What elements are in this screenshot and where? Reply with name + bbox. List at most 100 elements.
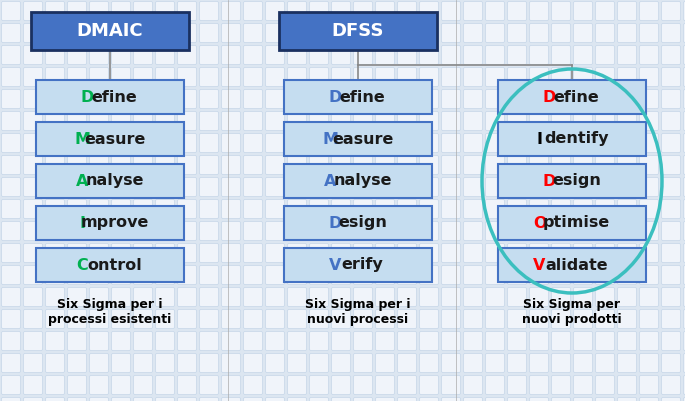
FancyBboxPatch shape [310,310,329,328]
FancyBboxPatch shape [551,156,571,174]
FancyBboxPatch shape [266,111,284,130]
FancyBboxPatch shape [486,310,504,328]
FancyBboxPatch shape [221,45,240,65]
FancyBboxPatch shape [23,354,42,373]
FancyBboxPatch shape [199,265,219,284]
FancyBboxPatch shape [332,354,351,373]
FancyBboxPatch shape [617,111,636,130]
FancyBboxPatch shape [662,288,680,306]
FancyBboxPatch shape [662,243,680,263]
FancyBboxPatch shape [662,332,680,350]
FancyBboxPatch shape [397,310,416,328]
FancyBboxPatch shape [1,156,21,174]
FancyBboxPatch shape [353,156,373,174]
FancyBboxPatch shape [288,156,306,174]
FancyBboxPatch shape [508,89,527,109]
FancyBboxPatch shape [288,111,306,130]
FancyBboxPatch shape [442,243,460,263]
FancyBboxPatch shape [464,89,482,109]
FancyBboxPatch shape [375,89,395,109]
FancyBboxPatch shape [155,221,175,241]
FancyBboxPatch shape [68,332,86,350]
FancyBboxPatch shape [243,156,262,174]
FancyBboxPatch shape [508,45,527,65]
FancyBboxPatch shape [617,67,636,87]
FancyBboxPatch shape [464,45,482,65]
FancyBboxPatch shape [284,164,432,198]
FancyBboxPatch shape [530,243,549,263]
FancyBboxPatch shape [353,134,373,152]
FancyBboxPatch shape [595,265,614,284]
FancyBboxPatch shape [442,265,460,284]
FancyBboxPatch shape [684,288,685,306]
FancyBboxPatch shape [266,397,284,401]
FancyBboxPatch shape [23,221,42,241]
FancyBboxPatch shape [662,2,680,20]
FancyBboxPatch shape [551,332,571,350]
FancyBboxPatch shape [353,111,373,130]
Text: D: D [328,89,342,105]
FancyBboxPatch shape [419,243,438,263]
FancyBboxPatch shape [243,45,262,65]
FancyBboxPatch shape [310,221,329,241]
FancyBboxPatch shape [288,2,306,20]
FancyBboxPatch shape [112,45,131,65]
FancyBboxPatch shape [23,288,42,306]
FancyBboxPatch shape [353,200,373,219]
FancyBboxPatch shape [332,243,351,263]
FancyBboxPatch shape [332,156,351,174]
FancyBboxPatch shape [397,221,416,241]
FancyBboxPatch shape [595,332,614,350]
FancyBboxPatch shape [442,156,460,174]
FancyBboxPatch shape [45,178,64,196]
FancyBboxPatch shape [177,332,197,350]
FancyBboxPatch shape [498,206,646,240]
FancyBboxPatch shape [45,310,64,328]
FancyBboxPatch shape [375,332,395,350]
FancyBboxPatch shape [442,310,460,328]
FancyBboxPatch shape [573,134,593,152]
FancyBboxPatch shape [573,397,593,401]
FancyBboxPatch shape [508,134,527,152]
FancyBboxPatch shape [23,89,42,109]
Text: D: D [80,89,94,105]
FancyBboxPatch shape [464,354,482,373]
FancyBboxPatch shape [23,24,42,43]
FancyBboxPatch shape [573,243,593,263]
FancyBboxPatch shape [464,178,482,196]
FancyBboxPatch shape [1,45,21,65]
FancyBboxPatch shape [68,397,86,401]
FancyBboxPatch shape [464,24,482,43]
FancyBboxPatch shape [177,243,197,263]
FancyBboxPatch shape [112,67,131,87]
FancyBboxPatch shape [551,288,571,306]
FancyBboxPatch shape [551,24,571,43]
FancyBboxPatch shape [243,200,262,219]
FancyBboxPatch shape [266,243,284,263]
FancyBboxPatch shape [530,111,549,130]
FancyBboxPatch shape [397,332,416,350]
FancyBboxPatch shape [530,354,549,373]
FancyBboxPatch shape [397,2,416,20]
FancyBboxPatch shape [199,200,219,219]
FancyBboxPatch shape [266,178,284,196]
FancyBboxPatch shape [486,332,504,350]
FancyBboxPatch shape [155,111,175,130]
FancyBboxPatch shape [68,45,86,65]
FancyBboxPatch shape [310,332,329,350]
FancyBboxPatch shape [112,2,131,20]
FancyBboxPatch shape [353,265,373,284]
FancyBboxPatch shape [486,134,504,152]
FancyBboxPatch shape [221,111,240,130]
FancyBboxPatch shape [684,67,685,87]
Text: D: D [328,215,342,231]
FancyBboxPatch shape [134,332,153,350]
FancyBboxPatch shape [288,243,306,263]
FancyBboxPatch shape [662,89,680,109]
FancyBboxPatch shape [90,243,108,263]
FancyBboxPatch shape [332,2,351,20]
FancyBboxPatch shape [177,178,197,196]
FancyBboxPatch shape [90,200,108,219]
FancyBboxPatch shape [68,134,86,152]
FancyBboxPatch shape [442,45,460,65]
